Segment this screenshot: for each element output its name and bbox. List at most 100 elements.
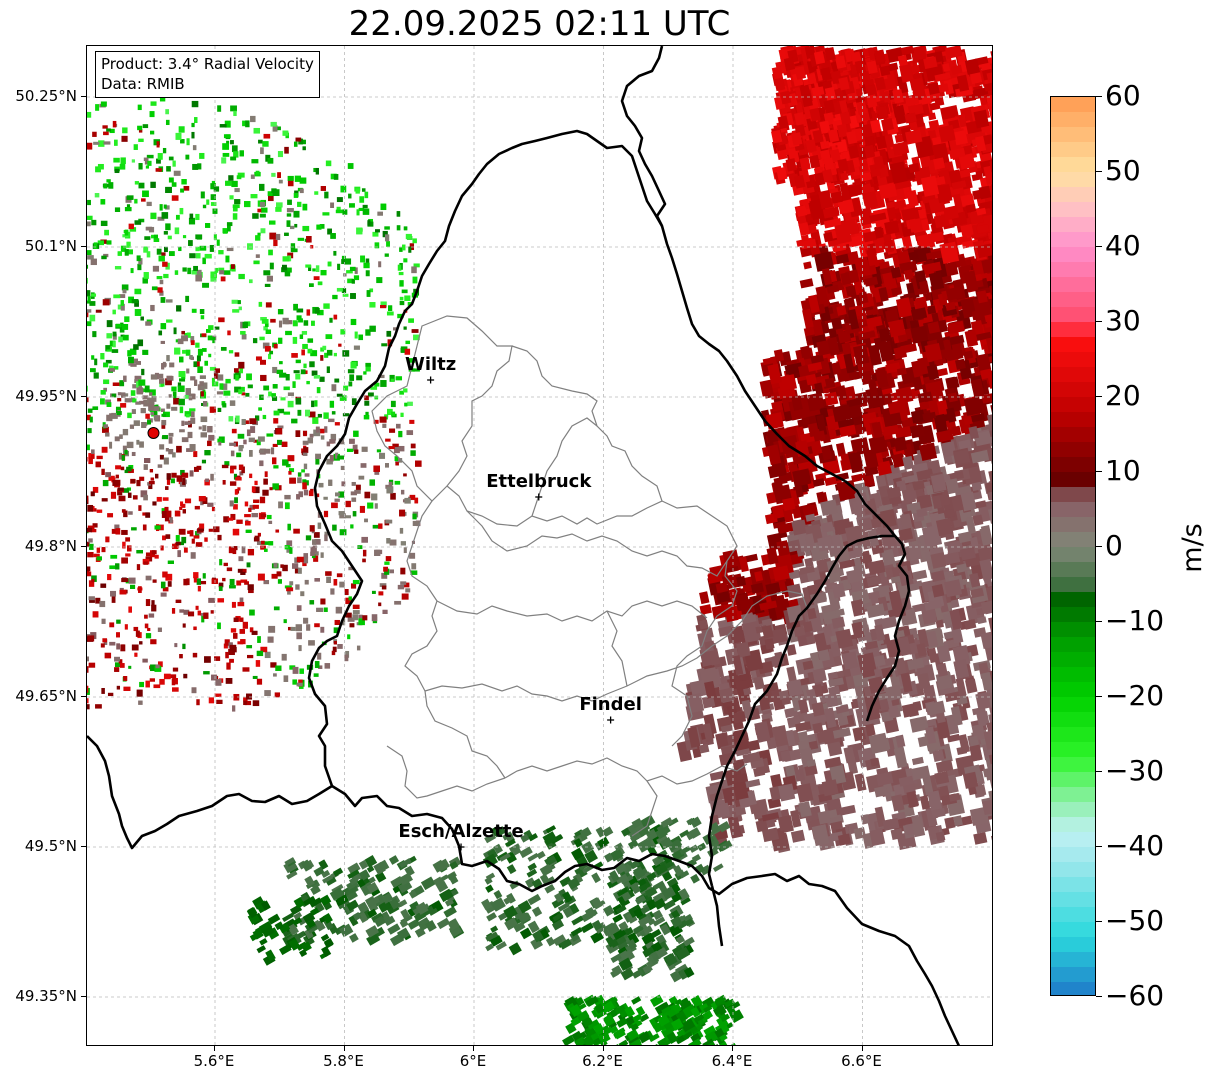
radar-echo-cell xyxy=(198,527,205,531)
radar-echo-cell xyxy=(208,697,215,704)
radar-echo-cell xyxy=(365,364,371,372)
radar-echo-cell xyxy=(89,301,96,306)
radar-echo-cell xyxy=(272,457,277,465)
radar-echo-cell xyxy=(156,496,162,502)
radar-echo-cell xyxy=(320,552,324,558)
radar-echo-cell xyxy=(151,604,157,612)
radar-echo-cell xyxy=(245,120,250,128)
radar-echo-cell xyxy=(804,557,814,568)
radar-echo-cell xyxy=(223,516,229,523)
radar-echo-cell xyxy=(213,371,219,375)
radar-echo-cell xyxy=(162,587,169,592)
radar-echo-cell xyxy=(235,374,239,381)
radar-echo-cell xyxy=(143,464,148,470)
radar-echo-cell xyxy=(237,300,241,305)
radar-echo-cell xyxy=(334,422,340,426)
radar-echo-cell xyxy=(183,185,190,191)
radar-echo-cell xyxy=(177,541,184,546)
radar-echo-cell xyxy=(347,278,353,284)
radar-echo-cell xyxy=(336,393,343,397)
radar-echo-cell xyxy=(237,568,244,573)
radar-echo-cell xyxy=(232,213,238,220)
radar-echo-cell xyxy=(160,340,165,344)
radar-echo-cell xyxy=(252,338,258,344)
radar-echo-cell xyxy=(303,556,309,564)
radar-echo-cell xyxy=(217,438,222,443)
radar-echo-cell xyxy=(323,303,330,309)
radar-echo-cell xyxy=(102,479,109,487)
radar-echo-cell xyxy=(100,220,108,227)
radar-map-panel[interactable]: Wiltz Ettelbruck Findel Esch/Alzette xyxy=(86,45,993,1046)
radar-echo-cell xyxy=(152,265,160,272)
radar-echo-cell xyxy=(263,580,270,585)
radar-echo-cell xyxy=(148,482,153,490)
radar-echo-cell xyxy=(277,151,284,158)
radar-echo-cell xyxy=(173,397,180,405)
radar-echo-cell xyxy=(165,119,170,126)
radar-echo-cell xyxy=(238,389,243,395)
radar-echo-cell xyxy=(411,329,419,333)
radar-echo-cell xyxy=(98,140,105,147)
radar-echo-cell xyxy=(133,144,138,150)
radar-echo-cell xyxy=(181,472,189,478)
radar-echo-cell xyxy=(183,578,188,586)
radar-echo-cell xyxy=(88,457,93,465)
radar-echo-cell xyxy=(317,413,322,418)
radar-echo-cell xyxy=(182,509,186,514)
radar-echo-cell xyxy=(179,609,185,613)
radar-echo-cell xyxy=(314,191,319,195)
radar-echo-cell xyxy=(141,368,145,376)
radar-echo-cell xyxy=(130,363,137,367)
radar-echo-cell xyxy=(192,145,197,151)
radar-echo-cell xyxy=(171,608,176,614)
radar-echo-cell xyxy=(293,303,298,311)
radar-echo-cell xyxy=(160,408,165,412)
radar-echo-cell xyxy=(353,345,360,350)
radar-echo-cell xyxy=(314,578,320,582)
radar-echo-cell xyxy=(96,547,101,553)
radar-echo-cell xyxy=(195,531,200,538)
radar-echo-cell xyxy=(204,253,212,259)
radar-echo-cell xyxy=(284,267,292,273)
radar-echo-cell xyxy=(274,692,281,698)
radar-echo-cell xyxy=(126,466,132,472)
radar-echo-cell xyxy=(150,212,157,220)
radar-echo-cell xyxy=(332,646,337,653)
radar-echo-cell xyxy=(112,382,120,386)
radar-echo-cell xyxy=(195,542,203,547)
radar-echo-cell xyxy=(134,198,138,204)
radar-echo-cell xyxy=(101,618,106,624)
radar-echo-cell xyxy=(395,423,401,429)
radar-echo-cell xyxy=(163,273,169,279)
radar-echo-cell xyxy=(356,209,360,216)
radar-echo-cell xyxy=(196,269,202,275)
radar-echo-cell xyxy=(313,555,319,562)
radar-echo-cell xyxy=(302,482,307,490)
radar-echo-cell xyxy=(160,581,166,589)
radar-echo-cell xyxy=(379,583,387,587)
radar-echo-cell xyxy=(124,316,130,323)
radar-echo-cell xyxy=(179,506,183,510)
radar-echo-cell xyxy=(336,197,343,203)
radar-echo-cell xyxy=(246,693,253,700)
radar-echo-cell xyxy=(218,250,224,255)
radar-echo-cell xyxy=(980,631,992,650)
radar-echo-cell xyxy=(338,511,345,516)
radar-echo-cell xyxy=(377,211,383,216)
radar-echo-cell xyxy=(151,600,155,607)
radar-echo-cell xyxy=(124,207,132,212)
radar-echo-cell xyxy=(302,203,308,211)
radar-echo-cell xyxy=(145,680,150,688)
radar-echo-cell xyxy=(87,541,90,547)
radar-echo-cell xyxy=(93,242,98,249)
radar-echo-cell xyxy=(165,186,172,194)
radar-echo-cell xyxy=(312,539,317,545)
radar-echo-cell xyxy=(342,350,350,357)
radar-echo-cell xyxy=(225,677,233,684)
radar-echo-cell xyxy=(333,627,340,634)
radar-echo-cell xyxy=(177,550,181,558)
radar-echo-cell xyxy=(256,678,263,685)
radar-echo-cell xyxy=(316,224,322,230)
radar-echo-cell xyxy=(183,609,190,615)
